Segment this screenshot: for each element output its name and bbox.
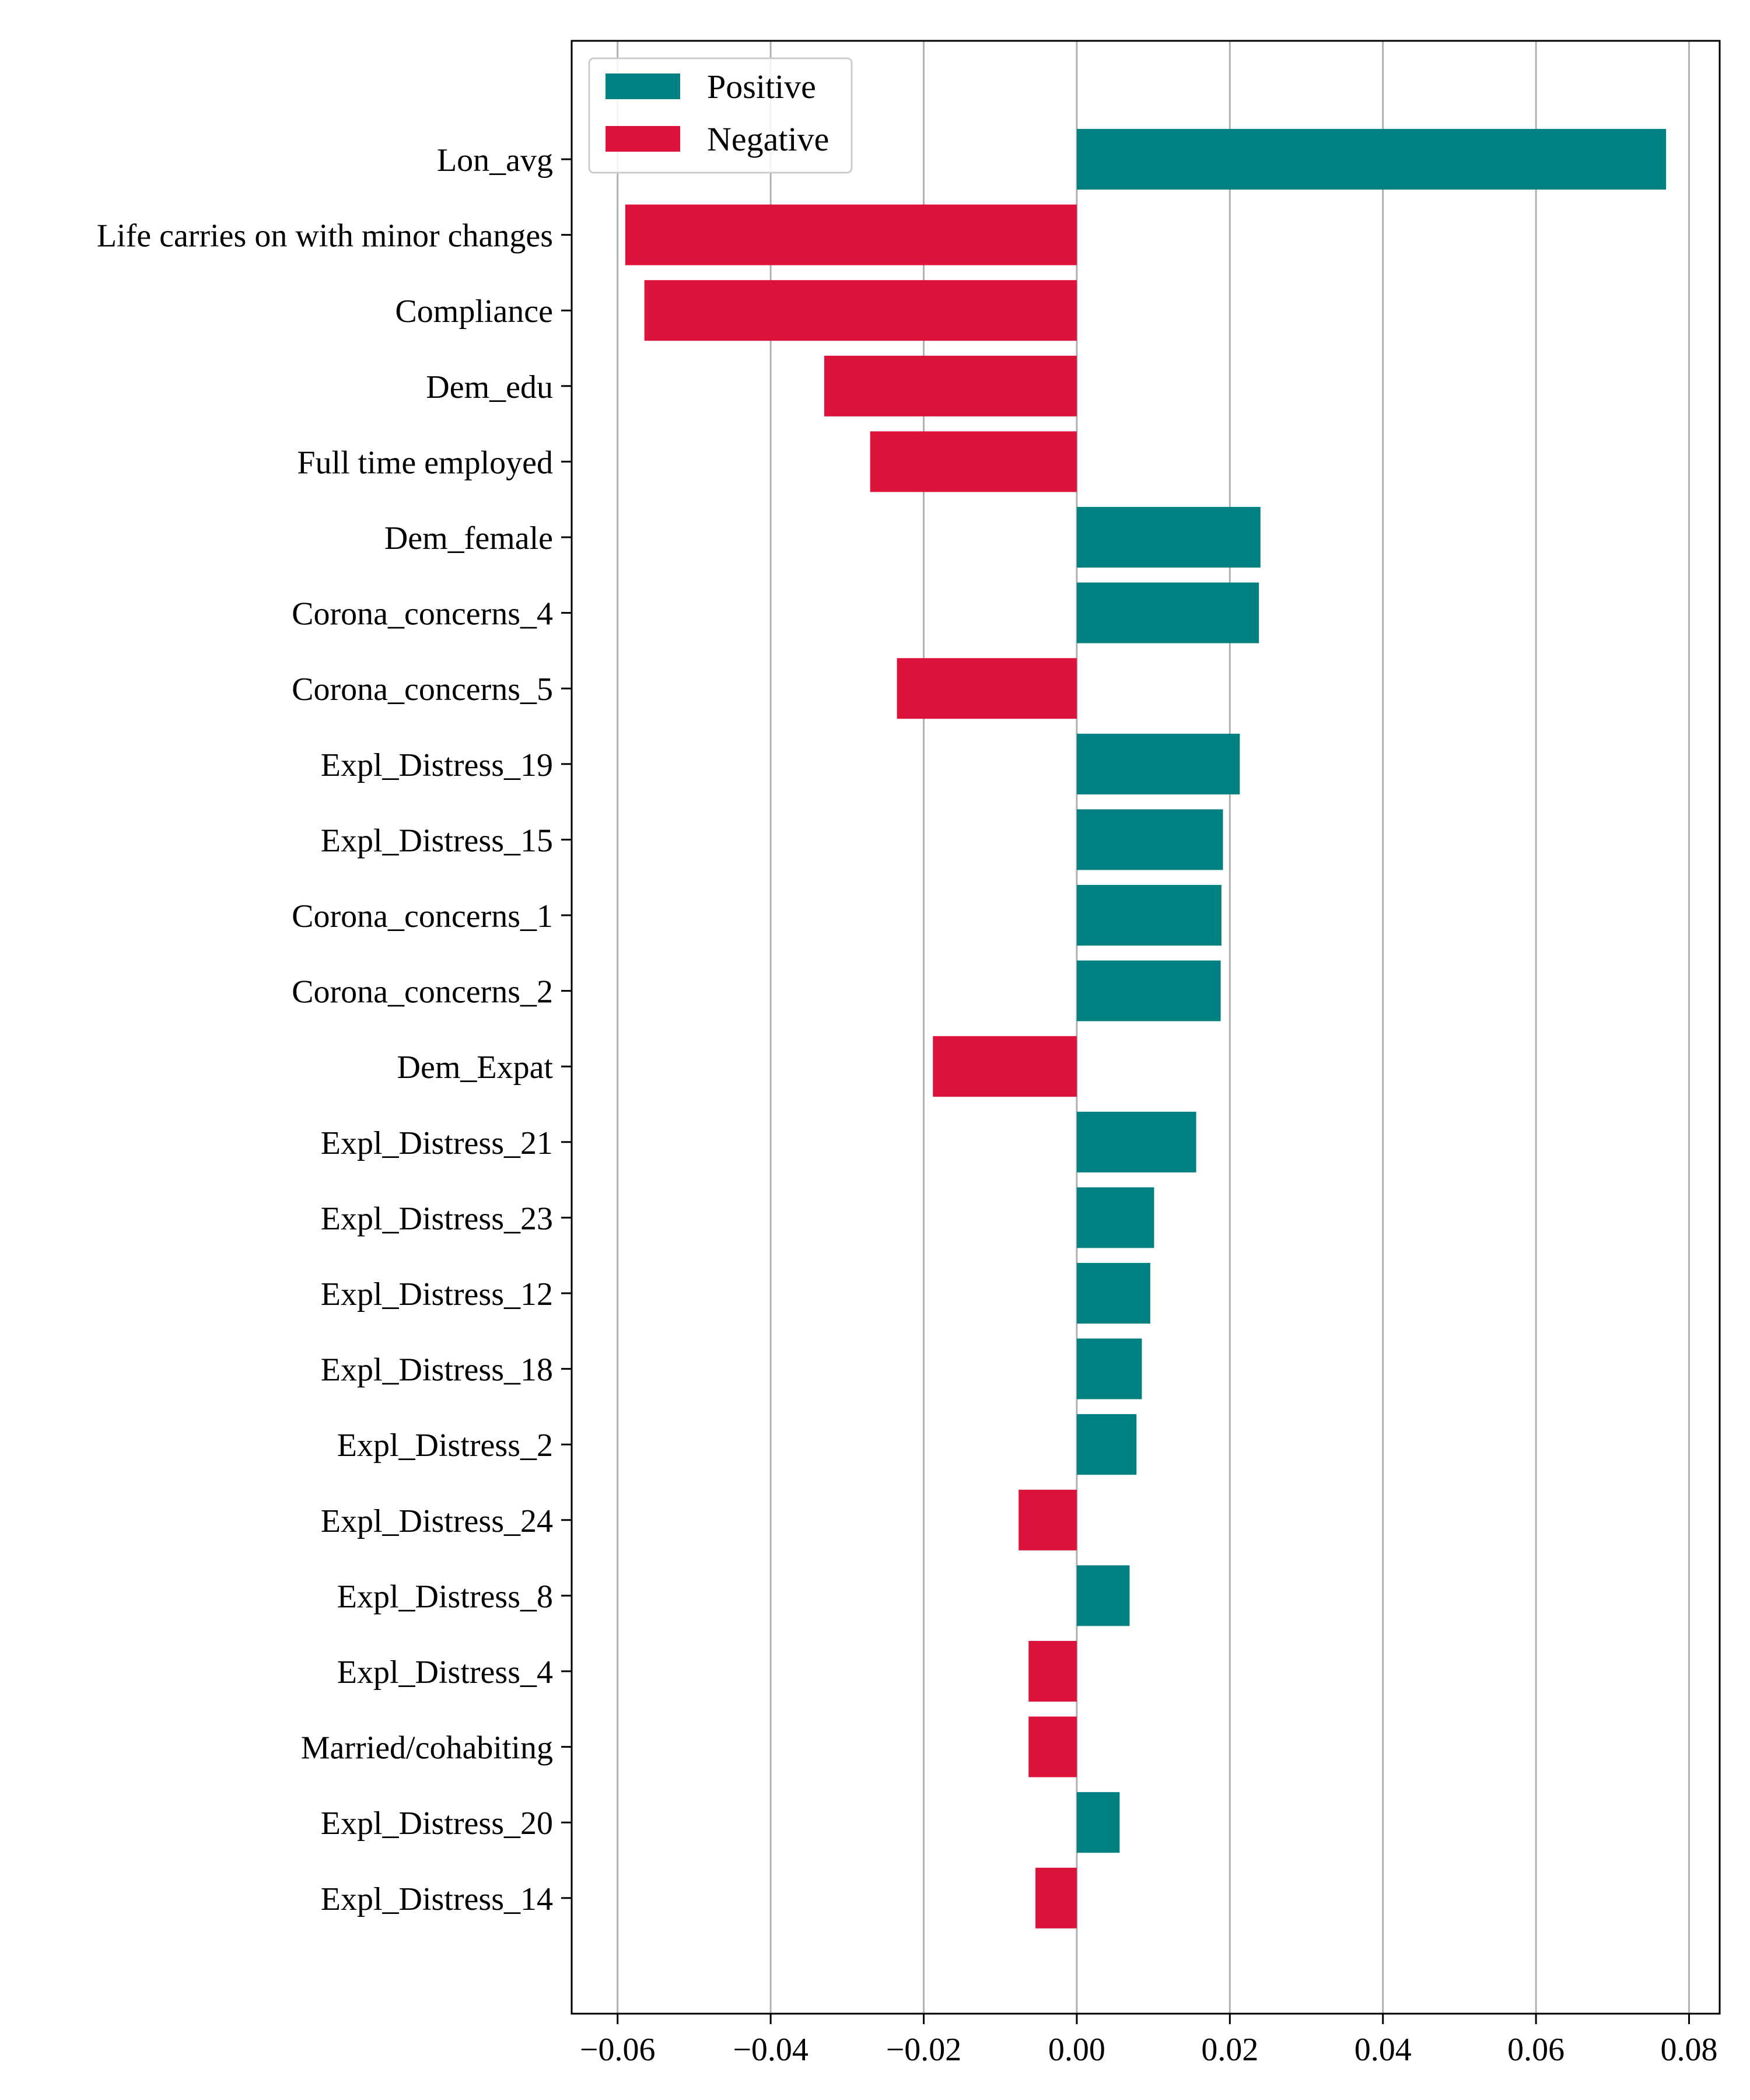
bar — [644, 280, 1077, 341]
x-tick-label: −0.02 — [886, 2032, 962, 2068]
bar — [1076, 809, 1223, 870]
bar — [1076, 1111, 1196, 1172]
x-tick-label: 0.00 — [1048, 2032, 1105, 2068]
bar — [1076, 733, 1240, 794]
y-tick-label: Corona_concerns_1 — [292, 898, 553, 935]
y-tick-label: Expl_Distress_23 — [321, 1200, 553, 1237]
bar — [1076, 1338, 1142, 1399]
y-tick-label: Expl_Distress_19 — [321, 747, 553, 783]
legend-label: Negative — [707, 120, 829, 158]
y-tick-label: Expl_Distress_8 — [337, 1578, 553, 1615]
y-tick-label: Dem_Expat — [397, 1049, 554, 1086]
x-tick-label: 0.08 — [1661, 2032, 1718, 2068]
x-tick-label: 0.02 — [1201, 2032, 1258, 2068]
y-tick-label: Expl_Distress_24 — [321, 1503, 553, 1539]
bar — [1076, 1263, 1150, 1324]
bars — [625, 129, 1667, 1929]
bar — [1076, 507, 1261, 568]
y-tick-label: Expl_Distress_21 — [321, 1125, 553, 1161]
y-tick-label: Life carries on with minor changes — [97, 218, 553, 254]
bar — [897, 658, 1077, 719]
y-tick-label: Expl_Distress_2 — [337, 1427, 553, 1464]
y-tick-label: Expl_Distress_12 — [321, 1276, 553, 1312]
bar — [933, 1036, 1077, 1097]
x-tick-label: −0.06 — [580, 2032, 656, 2068]
bar — [1035, 1867, 1077, 1929]
bar — [1019, 1489, 1077, 1550]
bar — [1076, 885, 1222, 946]
y-tick-label: Expl_Distress_14 — [321, 1881, 553, 1917]
y-tick-label: Full time employed — [297, 444, 553, 481]
legend-swatch — [606, 126, 680, 152]
x-tick-label: −0.04 — [733, 2032, 808, 2068]
y-tick-label: Corona_concerns_4 — [292, 596, 553, 632]
bar — [1076, 129, 1667, 190]
x-tick-label: 0.04 — [1354, 2032, 1412, 2068]
bar — [1076, 1187, 1154, 1248]
y-tick-label: Dem_edu — [426, 369, 553, 405]
y-tick-label: Expl_Distress_4 — [337, 1654, 553, 1690]
y-tick-label: Expl_Distress_20 — [321, 1805, 553, 1842]
y-tick-label: Corona_concerns_2 — [292, 974, 553, 1010]
y-tick-label: Expl_Distress_15 — [321, 822, 553, 859]
x-tick-label: 0.06 — [1507, 2032, 1564, 2068]
legend-swatch — [606, 74, 680, 99]
x-axis: −0.06 −0.04 −0.02 0.00 0.02 0.04 0.06 0.08 — [580, 2014, 1718, 2068]
bar — [870, 431, 1077, 492]
y-tick-label: Dem_female — [384, 520, 553, 556]
bar — [625, 204, 1077, 265]
bar — [1028, 1716, 1077, 1777]
bar — [1076, 1565, 1130, 1626]
bar — [1076, 1792, 1120, 1853]
bar — [1028, 1641, 1077, 1702]
y-tick-label: Compliance — [395, 293, 553, 330]
y-tick-label: Corona_concerns_5 — [292, 671, 553, 708]
bar — [1076, 582, 1259, 643]
y-tick-label: Lon_avg — [437, 142, 553, 178]
legend-label: Positive — [707, 68, 816, 106]
y-tick-label: Expl_Distress_18 — [321, 1352, 553, 1388]
bar — [1076, 960, 1221, 1021]
y-axis: Lon_avg Life carries on with minor change… — [97, 142, 572, 1917]
y-tick-label: Married/cohabiting — [301, 1730, 553, 1766]
legend: Positive Negative — [588, 57, 853, 174]
bar — [1076, 1414, 1137, 1475]
plot-frame — [570, 40, 1721, 2015]
bar — [824, 355, 1077, 416]
